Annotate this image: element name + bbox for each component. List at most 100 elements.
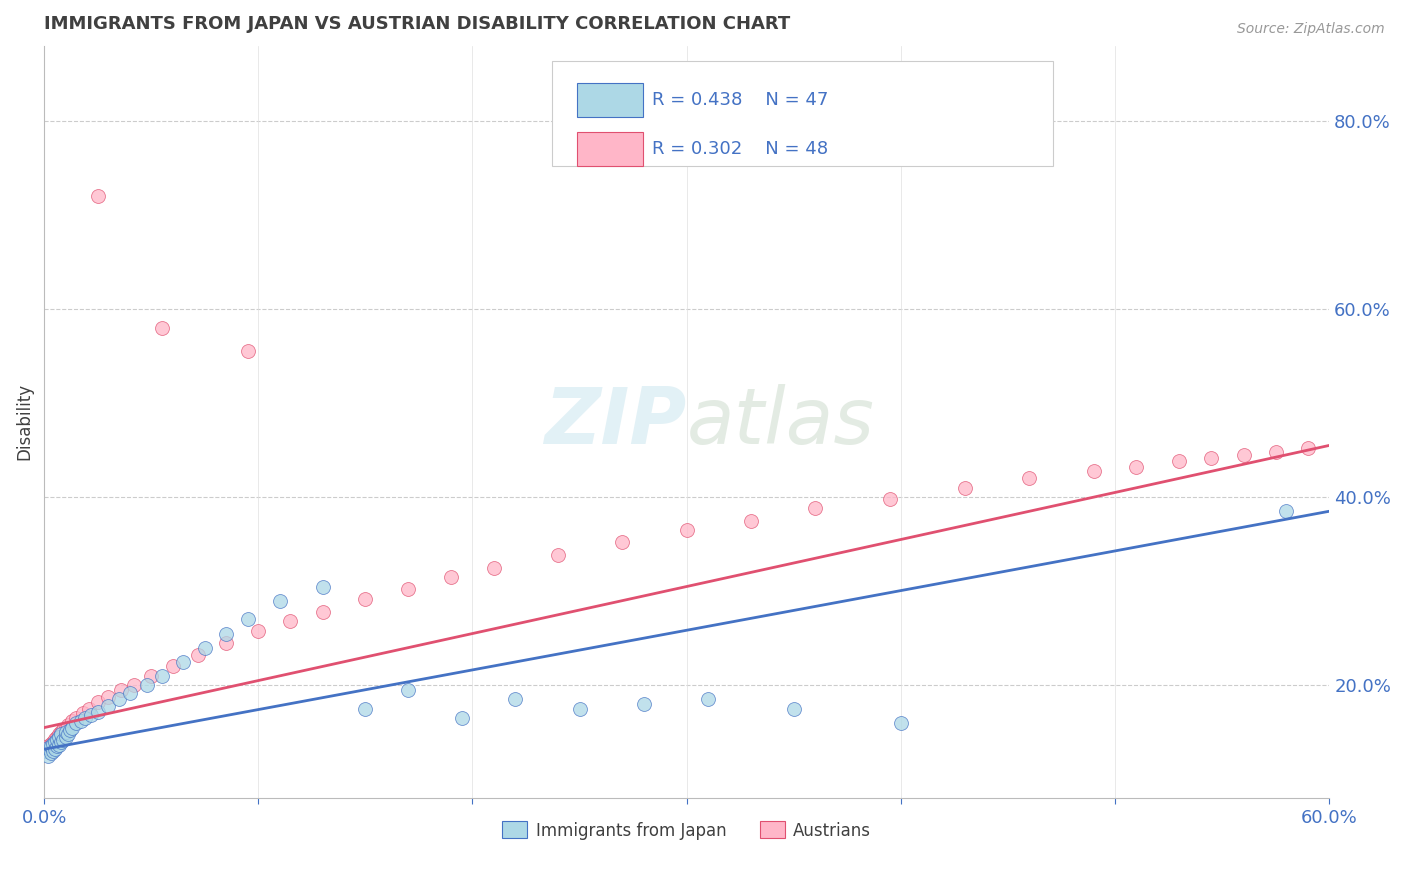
Point (118, 686, 141, 700)
Point (55, 725, 77, 739)
Point (172, 655, 194, 669)
Point (69, 714, 91, 728)
Point (890, 715, 912, 730)
Point (1264, 445, 1286, 459)
Point (1201, 450, 1223, 465)
Point (60, 714, 83, 728)
Point (80, 708, 103, 723)
Point (783, 702, 806, 716)
Point (44, 735, 66, 749)
Point (48, 738, 70, 752)
Point (440, 570, 463, 584)
Point (396, 582, 419, 597)
Point (311, 580, 333, 594)
Point (194, 640, 217, 655)
Point (37, 748, 59, 763)
FancyBboxPatch shape (551, 61, 1053, 166)
Point (56, 727, 79, 741)
Point (65, 715, 87, 730)
Point (879, 491, 901, 506)
Point (482, 560, 505, 574)
Point (46, 732, 69, 747)
Point (633, 697, 655, 711)
Point (51, 727, 73, 741)
Y-axis label: Disability: Disability (15, 384, 32, 460)
Point (247, 624, 270, 638)
Point (37, 739, 59, 754)
Point (612, 535, 634, 549)
Point (77, 702, 100, 716)
Point (1083, 464, 1105, 478)
FancyBboxPatch shape (578, 132, 643, 166)
Point (122, 678, 145, 692)
Point (354, 702, 377, 716)
Point (1018, 471, 1040, 485)
Point (311, 605, 333, 619)
Point (39, 737, 62, 751)
Point (505, 692, 527, 706)
Point (73, 711, 96, 725)
Point (55, 730, 77, 744)
Point (35, 744, 58, 758)
Point (108, 692, 131, 706)
Point (37, 741, 59, 756)
Point (236, 344, 259, 359)
Point (396, 683, 419, 698)
Point (697, 692, 720, 706)
Point (46, 730, 69, 744)
Text: R = 0.302    N = 48: R = 0.302 N = 48 (652, 140, 828, 158)
Point (135, 678, 157, 692)
Legend: Immigrants from Japan, Austrians: Immigrants from Japan, Austrians (496, 814, 877, 847)
Point (568, 702, 591, 716)
Point (51, 735, 73, 749)
Point (46, 739, 69, 754)
Point (48, 727, 70, 741)
Point (740, 514, 762, 528)
Point (65, 711, 87, 725)
Text: Source: ZipAtlas.com: Source: ZipAtlas.com (1237, 22, 1385, 37)
Point (675, 523, 697, 537)
Text: IMMIGRANTS FROM JAPAN VS AUSTRIAN DISABILITY CORRELATION CHART: IMMIGRANTS FROM JAPAN VS AUSTRIAN DISABI… (44, 15, 790, 33)
Point (55, 721, 77, 735)
Point (97, 690, 120, 704)
Point (39, 746, 62, 760)
Point (1232, 448, 1254, 462)
Point (1275, 504, 1298, 518)
Point (1296, 442, 1319, 456)
Point (44, 731, 66, 746)
Point (39, 739, 62, 754)
Text: ZIP: ZIP (544, 384, 686, 460)
FancyBboxPatch shape (578, 83, 643, 118)
Point (35, 742, 58, 756)
Point (86, 695, 108, 709)
Point (150, 669, 173, 683)
Text: atlas: atlas (686, 384, 875, 460)
Text: R = 0.438    N = 47: R = 0.438 N = 47 (652, 91, 828, 109)
Point (44, 742, 66, 756)
Point (72, 706, 94, 721)
Point (953, 481, 976, 495)
Point (280, 615, 302, 629)
Point (52, 723, 75, 738)
Point (48, 730, 70, 744)
Point (51, 725, 73, 739)
Point (60, 721, 83, 735)
Point (86, 705, 108, 719)
Point (215, 636, 238, 650)
Point (187, 648, 209, 662)
Point (236, 612, 259, 626)
Point (86, 189, 108, 203)
Point (804, 501, 827, 516)
Point (215, 626, 238, 640)
Point (56, 718, 79, 732)
Point (41, 735, 63, 749)
Point (41, 737, 63, 751)
Point (162, 659, 184, 673)
Point (41, 744, 63, 758)
Point (52, 732, 75, 747)
Point (450, 711, 472, 725)
Point (150, 321, 173, 335)
Point (269, 593, 291, 607)
Point (110, 683, 132, 698)
Point (97, 698, 120, 713)
